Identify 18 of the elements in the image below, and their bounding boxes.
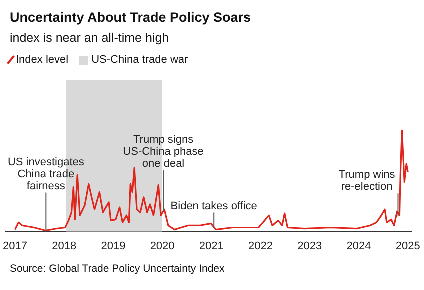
annotation: US investigates China trade fairness [8, 156, 85, 192]
x-tick-label: 2018 [52, 240, 77, 252]
x-tick-label: 2021 [199, 240, 224, 252]
x-tick-label: 2022 [248, 240, 273, 252]
annotation: Trump wins re-election [338, 169, 396, 194]
legend-label: US-China trade war [90, 54, 188, 66]
x-tick-label: 2025 [396, 240, 420, 252]
source-note: Source: Global Trade Policy Uncertainty Index [10, 263, 225, 275]
x-tick-label: 2020 [150, 240, 175, 252]
x-tick-label: 2024 [346, 240, 372, 252]
annotation: Biden takes office [170, 200, 258, 212]
x-tick-label: 2017 [2, 240, 28, 252]
chart-subtitle: index is near an all-time high [10, 31, 170, 45]
x-tick-label: 2019 [101, 240, 126, 252]
x-tick-label: 2023 [298, 240, 322, 252]
annotation: Trump signs US-China phase one deal [123, 134, 204, 170]
chart-title: Uncertainty About Trade Policy Soars [10, 10, 252, 25]
legend-label: Index level [15, 54, 69, 66]
